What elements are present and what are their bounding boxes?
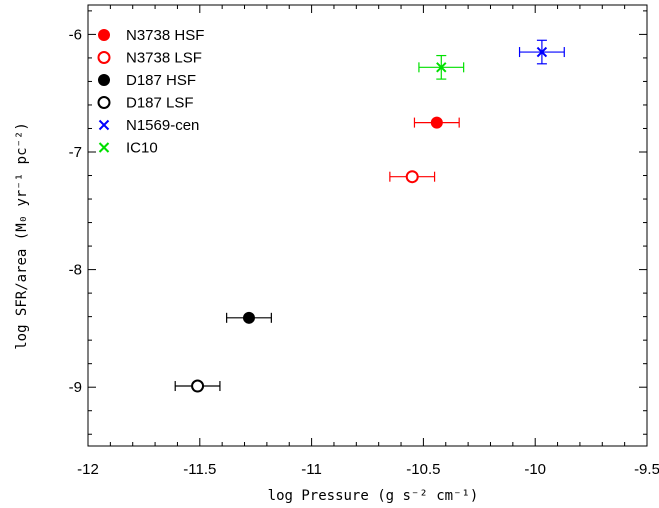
- series-group: [174, 379, 221, 393]
- legend-item: N3738 HSF: [98, 27, 204, 44]
- cross-stroke: [98, 142, 110, 153]
- y-tick-label: -7: [69, 144, 82, 161]
- axis-tick-labels: -12 -11.5 -11 -10.5 -10 -9.5 -9 -8 -7 -6: [69, 26, 659, 478]
- cross-stroke: [536, 46, 548, 58]
- legend: N3738 HSF N3738 LSF D187 HSF D187 LSF N1569-…: [97, 27, 204, 157]
- axis-ticks: [87, 5, 648, 446]
- series-group: [518, 39, 565, 65]
- legend-label: N3738 HSF: [126, 27, 204, 44]
- data-point: [536, 46, 548, 58]
- x-tick-label: -10.5: [406, 461, 440, 478]
- x-tick-label: -11: [301, 461, 322, 478]
- series-group: [389, 170, 436, 184]
- legend-label: N1569-cen: [126, 117, 199, 134]
- x-tick-label: -11.5: [183, 461, 216, 478]
- y-tick-label: -9: [69, 379, 82, 396]
- x-tick-label: -12: [77, 461, 99, 478]
- legend-item: D187 HSF: [98, 72, 196, 89]
- legend-label: N3738 LSF: [126, 50, 202, 67]
- x-tick-label: -9.5: [634, 461, 659, 478]
- legend-marker: [98, 119, 110, 131]
- legend-marker: [97, 51, 111, 64]
- legend-label: IC10: [126, 140, 158, 157]
- data-point: [242, 311, 255, 324]
- data-point: [436, 62, 447, 73]
- series-group: [226, 311, 272, 324]
- legend-item: N3738 LSF: [97, 50, 202, 67]
- cross-stroke: [98, 119, 110, 131]
- legend-item: N1569-cen: [98, 117, 199, 134]
- legend-label: D187 HSF: [126, 72, 196, 89]
- cross-stroke: [436, 62, 447, 73]
- series-group: [413, 116, 460, 129]
- x-tick-label: -10: [524, 461, 546, 478]
- data-point: [430, 116, 443, 129]
- data-point: [405, 170, 419, 184]
- legend-item: D187 LSF: [97, 95, 194, 112]
- series-group: [418, 54, 465, 80]
- y-tick-label: -6: [69, 26, 82, 43]
- x-axis-label: log Pressure (g s⁻² cm⁻¹): [268, 488, 479, 504]
- plot-frame: [87, 4, 648, 447]
- legend-marker: [98, 74, 110, 86]
- data-point: [191, 379, 205, 393]
- legend-label: D187 LSF: [126, 95, 194, 112]
- legend-marker: [98, 142, 110, 153]
- y-axis-label: log SFR/area (M₀ yr⁻¹ pc⁻²): [14, 122, 30, 350]
- legend-marker: [97, 96, 111, 109]
- legend-item: IC10: [98, 140, 158, 157]
- data-points: [174, 39, 565, 393]
- y-tick-label: -8: [69, 262, 82, 279]
- legend-marker: [98, 29, 110, 41]
- plot-border: [87, 4, 648, 447]
